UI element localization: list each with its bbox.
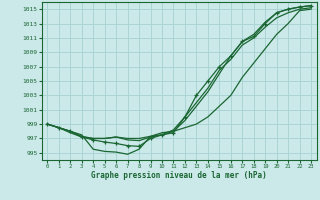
X-axis label: Graphe pression niveau de la mer (hPa): Graphe pression niveau de la mer (hPa) xyxy=(91,171,267,180)
